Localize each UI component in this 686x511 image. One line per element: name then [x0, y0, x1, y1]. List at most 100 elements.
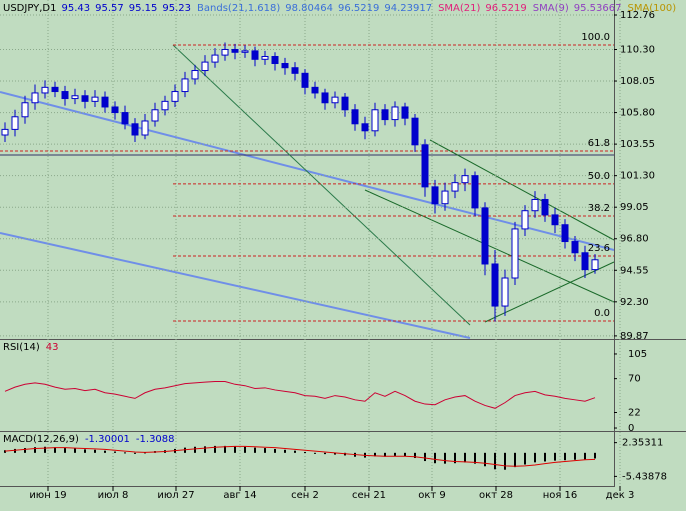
trend-lines: [0, 44, 615, 339]
candle-body: [561, 224, 569, 243]
ohlc-value: 95.23: [162, 3, 191, 14]
indicator-value: 95.53667: [574, 3, 622, 14]
macd-bar: [124, 452, 126, 454]
macd-bar: [54, 447, 56, 453]
rsi-header: RSI(14) 43: [3, 342, 59, 353]
macd-bar: [244, 446, 246, 453]
candle-body: [151, 109, 159, 122]
candle-body: [71, 95, 79, 100]
macd-bar: [584, 452, 586, 460]
macd-bar: [234, 446, 236, 453]
candle-body: [241, 50, 249, 53]
indicator-name: SMA(9): [533, 3, 569, 14]
candle-body: [31, 92, 39, 104]
macd-bar: [264, 448, 266, 453]
y-tick-label: 105: [628, 349, 647, 360]
macd-bar: [64, 448, 66, 453]
macd-bar: [594, 452, 596, 459]
macd-bar: [484, 452, 486, 467]
macd-bar: [254, 447, 256, 453]
x-tick-label: дек 3: [606, 490, 635, 501]
macd-bar: [84, 449, 86, 453]
candle-body: [251, 50, 259, 60]
fib-trend: [172, 44, 471, 326]
macd-bar: [324, 452, 326, 455]
macd-bar: [394, 452, 396, 456]
candle-body: [521, 210, 529, 230]
macd-bar: [34, 447, 36, 453]
x-tick-label: окт 9: [418, 490, 446, 501]
candle-body: [111, 106, 119, 114]
x-tick-label: ноя 16: [543, 490, 578, 501]
macd-signal: [4, 445, 596, 467]
y-tick-label: 110.30: [620, 44, 655, 55]
y-tick-label: 89.87: [620, 331, 649, 342]
candle-body: [61, 91, 69, 100]
x-tick-label: июл 27: [157, 490, 194, 501]
candle-body: [421, 144, 429, 188]
candle-body: [281, 63, 289, 69]
candle-body: [201, 61, 209, 72]
macd-bar: [4, 450, 6, 453]
candle-body: [331, 96, 339, 104]
candle-body: [161, 100, 169, 111]
macd-bar: [284, 449, 286, 453]
y-tick-label: 92.30: [620, 297, 649, 308]
macd-bar: [444, 452, 446, 464]
candle-body: [411, 117, 419, 146]
candle-body: [551, 214, 559, 226]
macd-bar: [494, 452, 496, 470]
macd-bar: [564, 452, 566, 461]
candle-body: [1, 128, 9, 136]
macd-bar: [384, 452, 386, 457]
macd-bar: [534, 452, 536, 463]
y-tick-label: 112.76: [620, 10, 655, 21]
candle-body: [461, 175, 469, 184]
ohlc-value: 95.15: [129, 3, 158, 14]
y-tick-label: 96.80: [620, 234, 649, 245]
wedge-line: [484, 261, 615, 323]
y-tick-label: 103.55: [620, 139, 655, 150]
macd-bar: [544, 452, 546, 462]
macd-label: MACD(12,26,9): [3, 434, 79, 445]
macd-bar: [74, 448, 76, 453]
candle-body: [191, 70, 199, 80]
candle-body: [301, 72, 309, 88]
fib-label: 38.2: [588, 203, 610, 214]
candle-body: [491, 263, 499, 307]
macd-bar: [374, 452, 376, 457]
indicator-name: SMA(100): [627, 3, 676, 14]
fib-label: 50.0: [588, 171, 610, 182]
macd-bar: [214, 445, 216, 453]
x-tick-label: июл 8: [98, 490, 129, 501]
ohlc-value: 95.43: [61, 3, 90, 14]
candle-body: [371, 109, 379, 132]
macd-value: -1.30001: [85, 434, 130, 445]
candle-body: [351, 109, 359, 125]
candle-body: [261, 55, 269, 60]
x-tick-label: сен 2: [291, 490, 319, 501]
x-tick-label: июн 19: [29, 490, 66, 501]
candle-body: [481, 207, 489, 265]
channel-line: [0, 232, 471, 339]
indicator-name: SMA(21): [438, 3, 480, 14]
chart-header: USDJPY,D1 95.43 95.57 95.15 95.23 Bands(21,1.…: [3, 3, 676, 14]
candle-body: [591, 259, 599, 271]
macd-bar: [524, 452, 526, 465]
fib-label: 100.0: [581, 32, 610, 43]
candle-body: [131, 123, 139, 136]
macd-value: -1.3088: [136, 434, 175, 445]
candle-body: [101, 96, 109, 108]
macd-bar: [414, 452, 416, 459]
candle-body: [291, 67, 299, 74]
candle-body: [171, 91, 179, 102]
candle-body: [121, 112, 129, 125]
candle-body: [471, 175, 479, 209]
macd-bar: [454, 452, 456, 464]
y-tick-label: 22: [628, 408, 641, 419]
fib-label: 61.8: [588, 138, 610, 149]
fib-label: 0.0: [594, 308, 610, 319]
macd-bar: [14, 448, 16, 453]
candle-body: [311, 86, 319, 94]
candle-body: [531, 198, 539, 212]
